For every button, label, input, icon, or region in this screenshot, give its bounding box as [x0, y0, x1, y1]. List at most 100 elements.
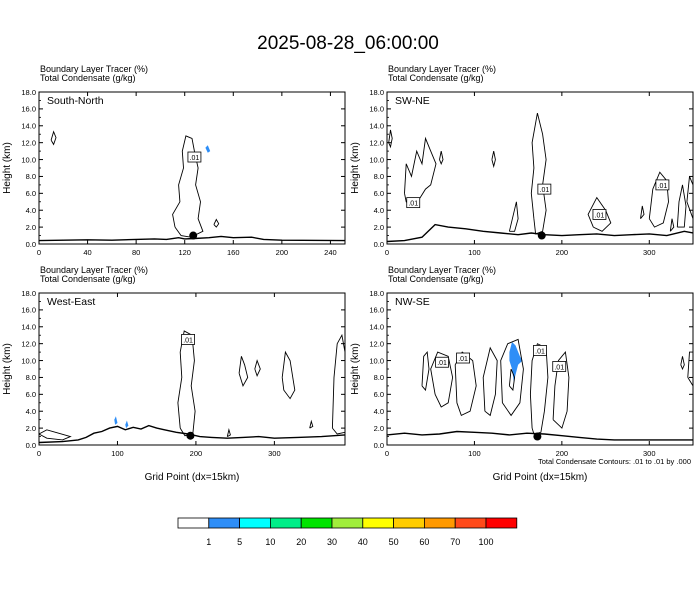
x-tick-label: 80: [132, 248, 140, 257]
y-tick-label: 6.0: [26, 189, 36, 198]
x-tick-label: 160: [227, 248, 240, 257]
x-tick-label: 200: [190, 449, 203, 458]
contour-label-box: [456, 352, 470, 364]
panel-south-north: Boundary Layer Tracer (%)Total Condensat…: [2, 64, 346, 257]
condensate-contour: [508, 201, 519, 232]
tracer-patch: [114, 416, 118, 425]
contour-footnote: Total Condensate Contours: .01 to .01 by…: [538, 457, 691, 466]
y-tick-label: 18.0: [369, 88, 384, 97]
y-axis-label: Height (km): [2, 343, 13, 395]
y-tick-label: 14.0: [369, 122, 384, 131]
figure-title: 2025-08-28_06:00:00: [257, 33, 439, 54]
y-tick-label: 4.0: [26, 407, 36, 416]
condensate-contour: [500, 338, 524, 417]
condensate-contour: [676, 184, 687, 228]
x-tick-label: 300: [643, 449, 656, 458]
contour-label-box: [655, 179, 670, 191]
x-tick-label: 240: [324, 248, 337, 257]
condensate-contour: [177, 330, 196, 437]
contour-label: .01: [458, 356, 468, 363]
condensate-contour: [508, 368, 516, 392]
condensate-contour: [238, 356, 249, 388]
header-line2: Total Condensate (g/kg): [388, 274, 484, 284]
plot-frame: [386, 292, 694, 446]
y-tick-label: 0.0: [374, 240, 384, 249]
colorbar-tick-label: 60: [419, 537, 429, 547]
y-tick-label: 8.0: [26, 172, 36, 181]
header-line1: Boundary Layer Tracer (%): [388, 64, 496, 74]
y-tick-label: 10.0: [369, 155, 384, 164]
y-tick-label: 8.0: [374, 373, 384, 382]
y-tick-label: 2.0: [374, 424, 384, 433]
x-tick-label: 0: [37, 449, 41, 458]
colorbar-tick-label: 20: [296, 537, 306, 547]
contour-label-box: [181, 334, 195, 345]
x-tick-label: 200: [276, 248, 289, 257]
colorbar-tick-label: 50: [389, 537, 399, 547]
panel-west-east: Boundary Layer Tracer (%)Total Condensat…: [2, 265, 346, 483]
condensate-contour: [552, 351, 570, 429]
y-tick-label: 8.0: [26, 373, 36, 382]
location-marker: [186, 431, 195, 440]
header-line2: Total Condensate (g/kg): [388, 73, 484, 83]
y-tick-label: 14.0: [21, 323, 36, 332]
y-tick-label: 16.0: [21, 105, 36, 114]
condensate-contour: [309, 419, 314, 429]
colorbar-swatch: [485, 517, 518, 529]
x-tick-label: 200: [556, 248, 569, 257]
location-marker: [189, 231, 198, 240]
condensate-contour: [388, 129, 393, 149]
terrain-line: [387, 223, 693, 243]
header-line2: Total Condensate (g/kg): [40, 73, 136, 83]
y-tick-label: 2.0: [374, 223, 384, 232]
y-tick-label: 4.0: [374, 407, 384, 416]
colorbar-swatch: [239, 517, 271, 529]
condensate-contour: [331, 333, 345, 435]
x-tick-label: 200: [556, 449, 569, 458]
y-tick-label: 6.0: [374, 390, 384, 399]
y-tick-label: 14.0: [21, 122, 36, 131]
condensate-contour: [491, 151, 496, 169]
y-tick-label: 0.0: [374, 441, 384, 450]
location-marker: [537, 231, 546, 240]
colorbar-swatch: [393, 517, 425, 529]
colorbar-swatch: [208, 517, 241, 529]
y-tick-label: 16.0: [369, 306, 384, 315]
contour-label-box: [533, 345, 547, 356]
y-axis-label: Height (km): [2, 142, 13, 194]
colorbar-tick-label: 1: [206, 537, 211, 547]
y-tick-label: 2.0: [26, 223, 36, 232]
contour-label: .01: [554, 364, 564, 371]
y-axis-label: Height (km): [350, 343, 361, 395]
plot-area: .01 .01 .01 .01: [387, 338, 693, 441]
x-tick-label: 0: [385, 248, 389, 257]
x-axis-label: Grid Point (dx=15km): [145, 472, 240, 483]
panel-sw-ne: Boundary Layer Tracer (%)Total Condensat…: [350, 64, 694, 257]
condensate-contour: [669, 218, 675, 232]
location-marker: [533, 432, 542, 441]
colorbar-swatch: [177, 517, 210, 529]
terrain-line: [39, 424, 345, 444]
condensate-contour: [281, 350, 296, 400]
condensate-contour: [529, 343, 549, 435]
colorbar-swatch: [300, 517, 333, 529]
colorbar-tick-label: 5: [237, 537, 242, 547]
tracer-patch: [509, 342, 523, 382]
x-tick-label: 100: [111, 449, 124, 458]
y-tick-label: 6.0: [374, 189, 384, 198]
colorbar-swatch: [331, 517, 364, 529]
colorbar-swatch: [454, 517, 487, 529]
x-tick-label: 40: [83, 248, 91, 257]
condensate-contour: [430, 351, 454, 408]
plot-frame: [38, 91, 346, 245]
condensate-contour: [680, 356, 685, 371]
terrain-line: [39, 235, 345, 242]
y-tick-label: 16.0: [21, 306, 36, 315]
y-tick-label: 14.0: [369, 323, 384, 332]
y-tick-label: 18.0: [21, 88, 36, 97]
panel-label: NW-SE: [395, 296, 430, 308]
condensate-contour: [686, 176, 693, 219]
colorbar-tick-label: 70: [450, 537, 460, 547]
header-line1: Boundary Layer Tracer (%): [40, 64, 148, 74]
